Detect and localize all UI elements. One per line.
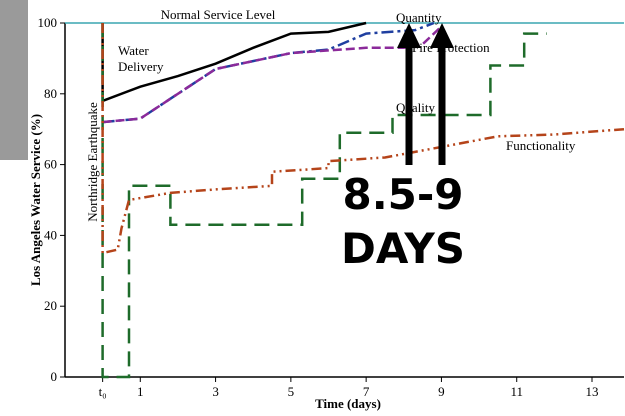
x-tick-label: 5 <box>288 384 295 399</box>
series-label: Functionality <box>506 138 576 153</box>
series-label: Quantity <box>396 10 442 25</box>
x-tick-label: 7 <box>363 384 370 399</box>
x-tick-label: t₀ <box>99 384 107 399</box>
x-tick-label: 9 <box>438 384 445 399</box>
series-label: Fire Protection <box>412 40 490 55</box>
y-tick-label: 40 <box>44 227 57 242</box>
series-line <box>101 23 547 379</box>
y-tick-label: 60 <box>44 157 57 172</box>
series-line <box>101 23 625 255</box>
series-label: Water Delivery <box>118 43 164 74</box>
y-tick-label: 0 <box>51 369 58 384</box>
x-tick-label: 13 <box>586 384 599 399</box>
y-axis-title: Los Angeles Water Service (%) <box>28 114 43 286</box>
x-tick-label: 1 <box>137 384 144 399</box>
x-axis-title: Time (days) <box>315 396 381 411</box>
callout: 8.5-9 DAYS <box>340 170 465 273</box>
y-tick-label: 100 <box>38 15 58 30</box>
x-tick-label: 3 <box>212 384 219 399</box>
y-tick-label: 80 <box>44 86 57 101</box>
series-label: Quality <box>396 100 435 115</box>
event-label: Northridge Earthquake <box>85 102 100 222</box>
x-tick-label: 11 <box>510 384 523 399</box>
reference-label: Normal Service Level <box>161 7 276 22</box>
series-line <box>101 21 367 103</box>
y-tick-label: 20 <box>44 298 57 313</box>
arrow-head <box>430 23 454 48</box>
image-fragment <box>0 0 28 160</box>
arrow-head <box>397 23 421 48</box>
